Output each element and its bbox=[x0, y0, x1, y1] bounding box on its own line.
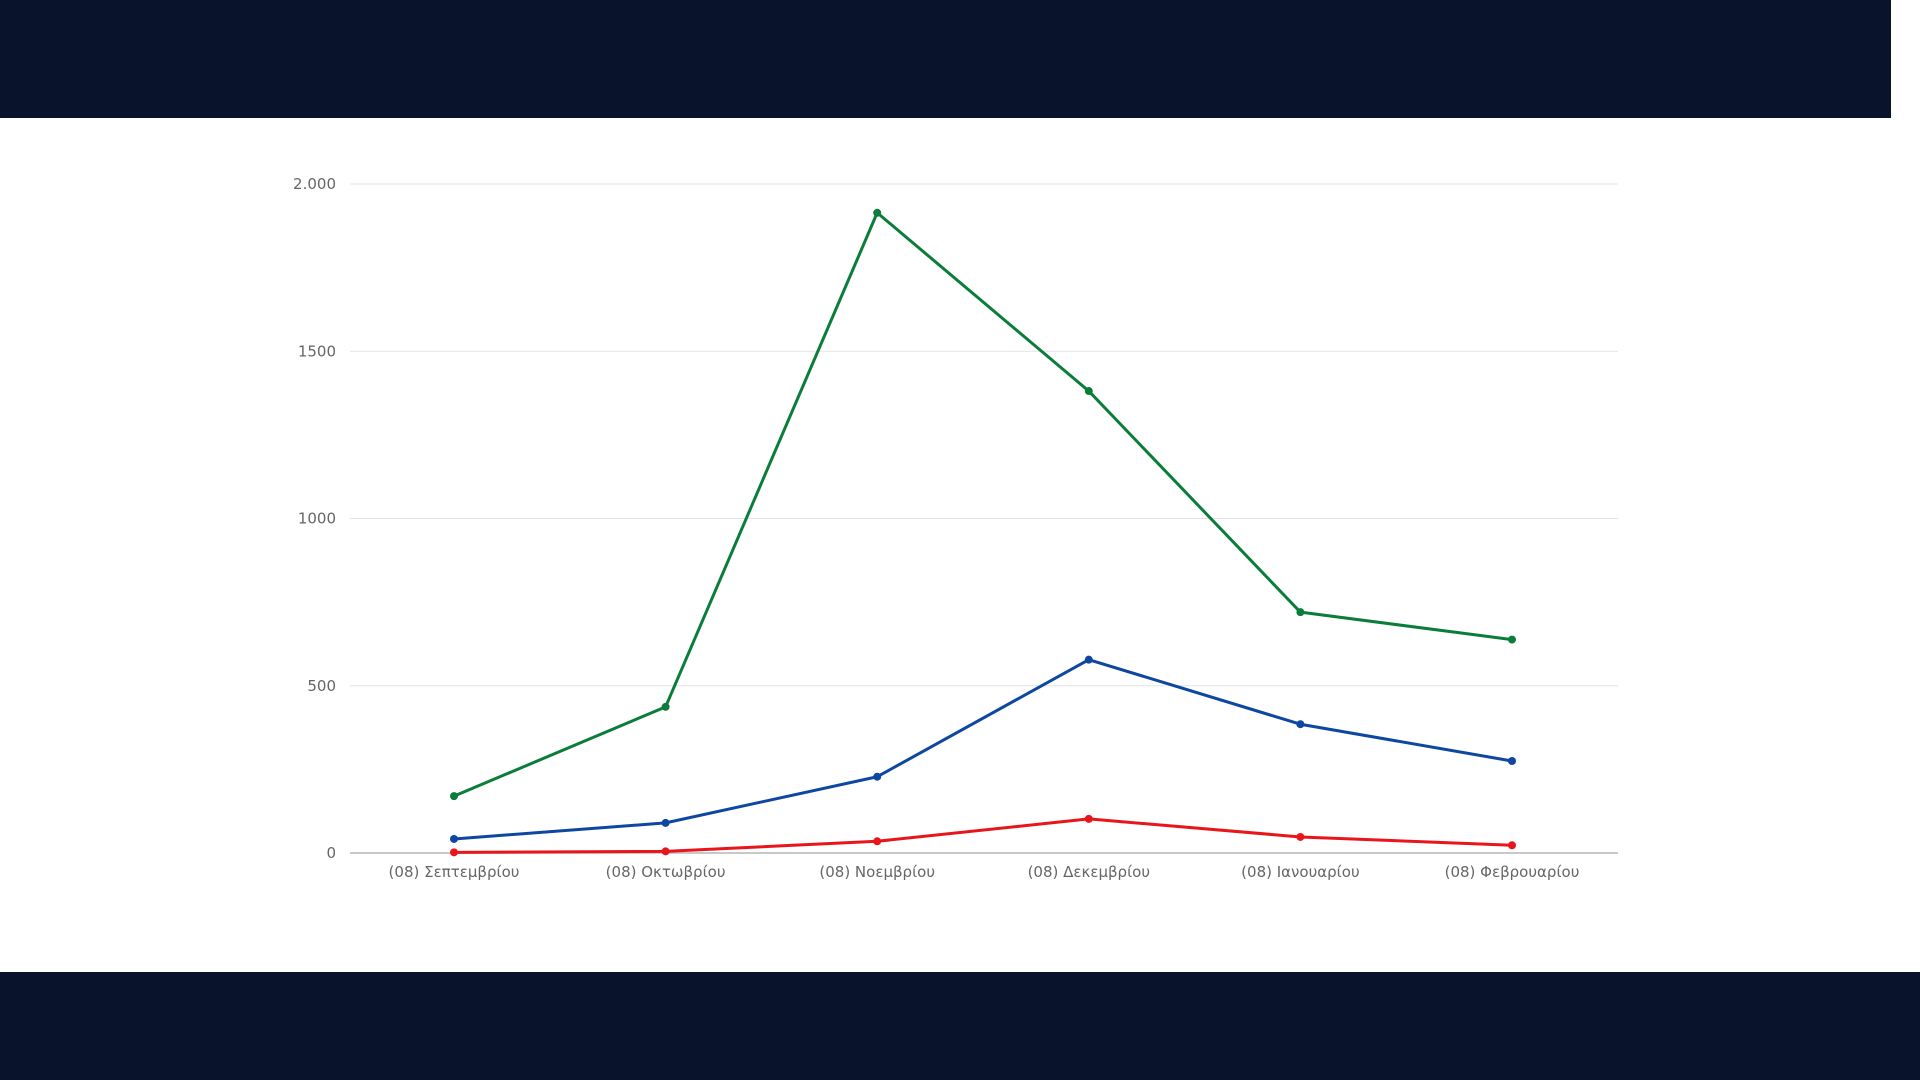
series-1-point bbox=[450, 792, 458, 801]
series-3-point bbox=[1084, 814, 1093, 823]
series-2-point bbox=[1508, 757, 1516, 766]
top-band bbox=[0, 0, 1891, 118]
y-tick-label: 1000 bbox=[298, 510, 336, 528]
x-tick-label: (08) Φεβρουαρίου bbox=[1445, 863, 1580, 881]
series-1-point bbox=[1296, 608, 1305, 617]
y-tick-label: 500 bbox=[307, 677, 336, 695]
series-line-3 bbox=[452, 817, 1514, 854]
series-2-point bbox=[873, 772, 882, 781]
grid-layer bbox=[350, 183, 1618, 687]
series-1-point bbox=[1508, 635, 1516, 644]
series-2-point bbox=[1084, 655, 1093, 664]
series-2-point bbox=[661, 818, 670, 827]
series-2-point bbox=[450, 834, 458, 843]
series-3-point bbox=[1508, 841, 1516, 850]
series-1-point bbox=[661, 702, 670, 711]
chart-area: 0 500 1000 1500 2.000 (08) Σεπτεμβρίου (08) Οκ… bbox=[0, 118, 1920, 972]
series-3-point bbox=[1296, 832, 1305, 841]
x-tick-label: (08) Νοεμβρίου bbox=[819, 863, 935, 881]
line-chart: 0 500 1000 1500 2.000 (08) Σεπτεμβρίου (08) Οκ… bbox=[293, 175, 1618, 881]
series-layer bbox=[450, 208, 1516, 857]
series-1-point bbox=[873, 208, 882, 217]
series-line-1 bbox=[452, 211, 1514, 798]
x-tick-label: (08) Οκτωβρίου bbox=[606, 863, 726, 881]
bottom-band bbox=[0, 972, 1920, 1080]
series-line-2 bbox=[452, 658, 1514, 841]
series-3-point bbox=[873, 837, 882, 846]
x-tick-label: (08) Ιανουαρίου bbox=[1241, 863, 1359, 881]
x-tick-label: (08) Δεκεμβρίου bbox=[1028, 863, 1150, 881]
y-tick-label: 0 bbox=[326, 844, 336, 862]
y-tick-label: 1500 bbox=[298, 342, 336, 360]
label-layer: 0 500 1000 1500 2.000 (08) Σεπτεμβρίου (08) Οκ… bbox=[293, 175, 1579, 881]
series-2-point bbox=[1296, 720, 1305, 729]
x-tick-label: (08) Σεπτεμβρίου bbox=[389, 863, 520, 881]
series-3-point bbox=[661, 847, 670, 856]
y-tick-label: 2.000 bbox=[293, 175, 336, 193]
series-1-point bbox=[1084, 387, 1093, 396]
series-3-point bbox=[450, 848, 458, 857]
